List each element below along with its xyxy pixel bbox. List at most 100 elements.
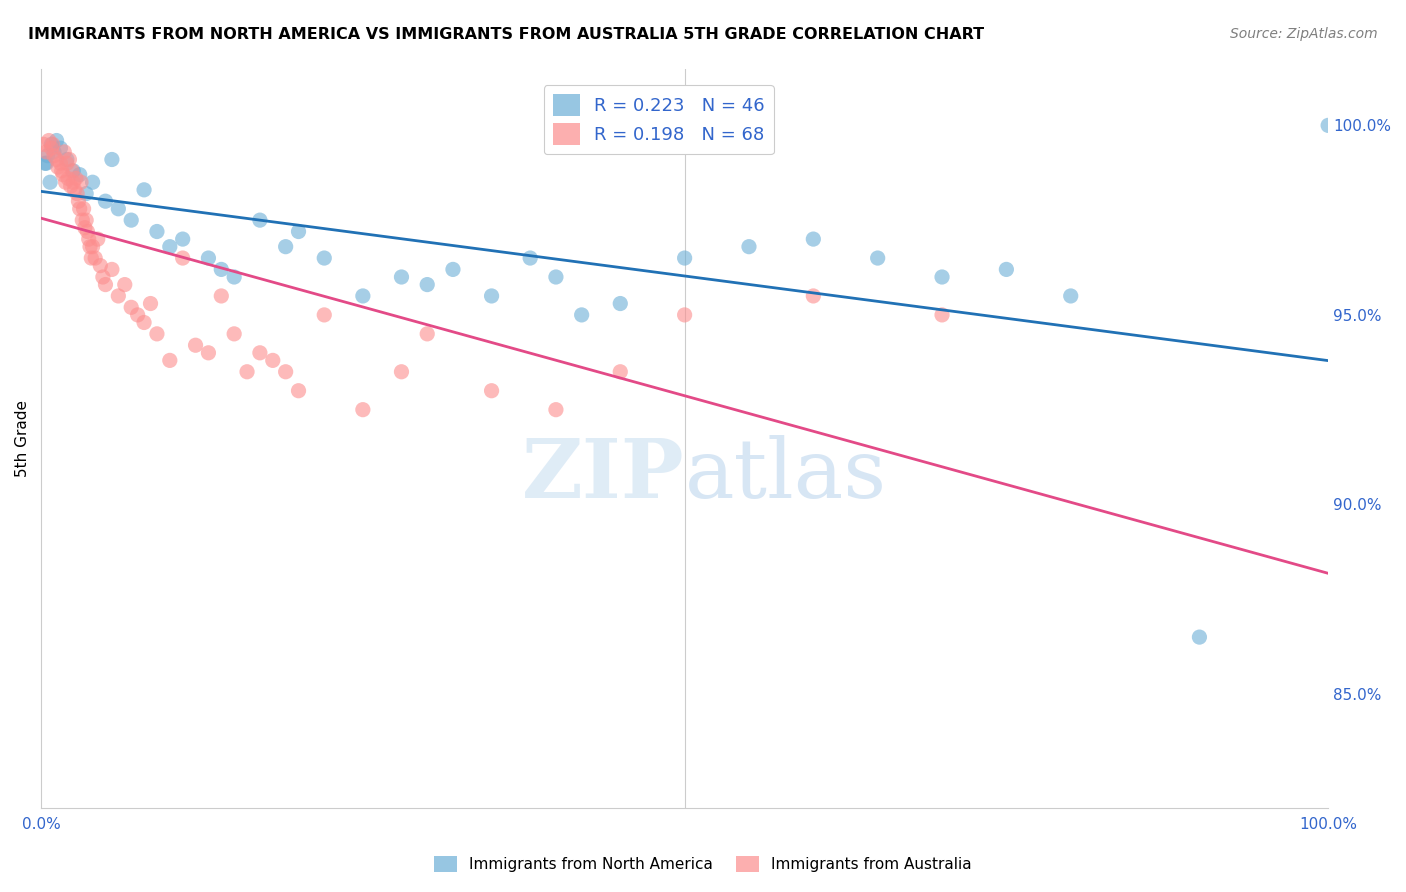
Point xyxy=(41,137,63,152)
Point xyxy=(441,262,464,277)
Point xyxy=(995,262,1018,277)
Point xyxy=(481,384,503,398)
Point xyxy=(197,346,219,360)
Point xyxy=(287,225,309,239)
Point xyxy=(94,277,117,292)
Point xyxy=(69,202,91,216)
Point xyxy=(209,262,232,277)
Point xyxy=(416,277,439,292)
Point xyxy=(38,134,60,148)
Text: atlas: atlas xyxy=(685,435,887,515)
Point xyxy=(1060,289,1083,303)
Point xyxy=(249,213,271,227)
Point xyxy=(139,296,162,310)
Point xyxy=(101,262,124,277)
Point xyxy=(51,164,73,178)
Point xyxy=(416,326,439,341)
Legend: R = 0.223   N = 46, R = 0.198   N = 68: R = 0.223 N = 46, R = 0.198 N = 68 xyxy=(544,85,773,154)
Point xyxy=(120,213,142,227)
Point xyxy=(67,194,90,209)
Point xyxy=(146,326,169,341)
Point xyxy=(49,156,72,170)
Point xyxy=(1188,630,1211,644)
Point xyxy=(391,365,413,379)
Point xyxy=(66,186,89,201)
Point xyxy=(52,168,75,182)
Point xyxy=(132,316,155,330)
Point xyxy=(274,365,297,379)
Point xyxy=(609,365,631,379)
Point xyxy=(120,301,142,315)
Point xyxy=(35,156,58,170)
Point xyxy=(352,289,374,303)
Point xyxy=(37,149,59,163)
Point xyxy=(224,270,246,285)
Point xyxy=(75,186,97,201)
Point xyxy=(39,175,62,189)
Point xyxy=(63,183,86,197)
Point xyxy=(262,353,284,368)
Point xyxy=(79,240,101,254)
Point xyxy=(87,232,110,246)
Point xyxy=(84,251,107,265)
Point xyxy=(56,156,79,170)
Point xyxy=(132,183,155,197)
Point xyxy=(609,296,631,310)
Point xyxy=(80,251,103,265)
Point xyxy=(55,175,77,189)
Point xyxy=(53,145,76,159)
Point xyxy=(159,240,181,254)
Point xyxy=(801,232,824,246)
Point xyxy=(56,171,79,186)
Point xyxy=(82,240,104,254)
Point xyxy=(76,225,98,239)
Point xyxy=(801,289,824,303)
Point xyxy=(73,220,96,235)
Point xyxy=(197,251,219,265)
Point xyxy=(314,251,336,265)
Point xyxy=(571,308,593,322)
Point xyxy=(107,202,129,216)
Point xyxy=(77,232,100,246)
Point xyxy=(1317,119,1340,133)
Point xyxy=(32,137,55,152)
Text: Source: ZipAtlas.com: Source: ZipAtlas.com xyxy=(1230,27,1378,41)
Point xyxy=(42,145,65,159)
Point xyxy=(82,175,104,189)
Point xyxy=(391,270,413,285)
Legend: Immigrants from North America, Immigrants from Australia: Immigrants from North America, Immigrant… xyxy=(426,848,980,880)
Point xyxy=(65,171,87,186)
Text: ZIP: ZIP xyxy=(522,435,685,515)
Point xyxy=(236,365,259,379)
Point xyxy=(75,213,97,227)
Point xyxy=(69,168,91,182)
Point xyxy=(59,179,82,194)
Text: IMMIGRANTS FROM NORTH AMERICA VS IMMIGRANTS FROM AUSTRALIA 5TH GRADE CORRELATION: IMMIGRANTS FROM NORTH AMERICA VS IMMIGRA… xyxy=(28,27,984,42)
Point xyxy=(249,346,271,360)
Point xyxy=(184,338,207,352)
Point xyxy=(931,308,953,322)
Point xyxy=(159,353,181,368)
Point xyxy=(91,270,114,285)
Point xyxy=(56,153,79,167)
Point xyxy=(35,145,58,159)
Point xyxy=(72,202,94,216)
Point xyxy=(42,149,65,163)
Point xyxy=(41,137,63,152)
Point xyxy=(287,384,309,398)
Point xyxy=(481,289,503,303)
Point xyxy=(45,153,67,167)
Point xyxy=(107,289,129,303)
Point xyxy=(45,134,67,148)
Point xyxy=(544,402,567,417)
Point xyxy=(519,251,541,265)
Point xyxy=(738,240,761,254)
Point xyxy=(62,175,84,189)
Point xyxy=(58,153,80,167)
Point xyxy=(41,141,63,155)
Point xyxy=(673,251,696,265)
Point xyxy=(72,213,94,227)
Point xyxy=(60,164,83,178)
Point xyxy=(101,153,124,167)
Point xyxy=(172,251,194,265)
